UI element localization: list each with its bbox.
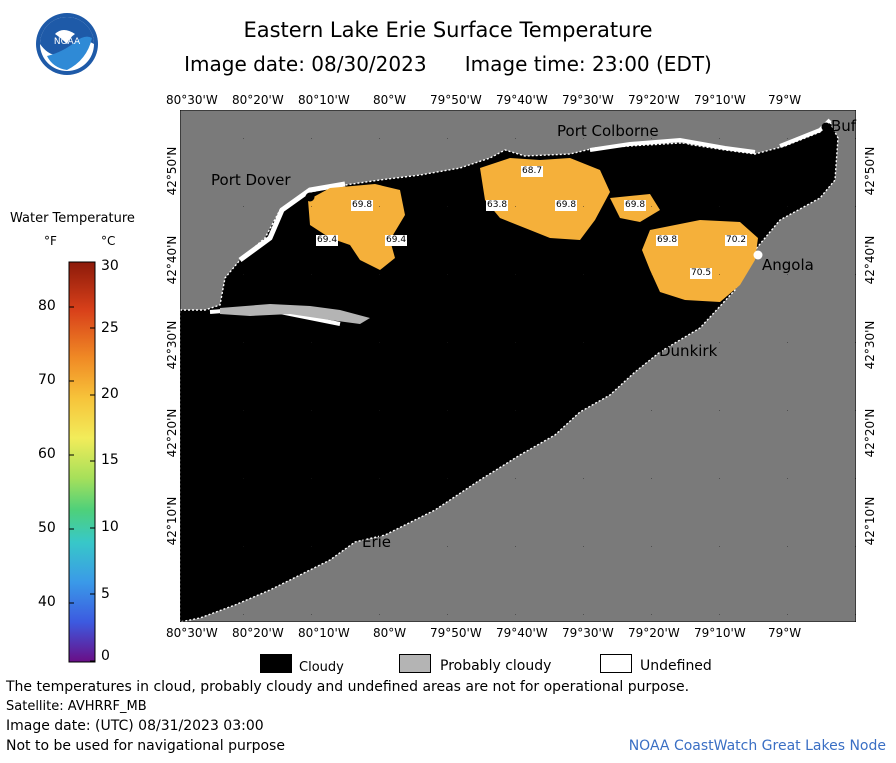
lon-tick-top: 80°30'W <box>166 93 218 107</box>
city-label-dunkirk: Dunkirk <box>659 342 718 360</box>
color-bar <box>68 261 96 663</box>
dunkirk-marker <box>648 337 658 347</box>
legend-c-tick: 15 <box>101 452 119 468</box>
lat-tick-right: 42°10'N <box>863 496 877 546</box>
temp-label: 69.8 <box>656 235 679 246</box>
lon-tick-top: 79°W <box>768 93 802 107</box>
temp-label: 70.2 <box>725 235 748 246</box>
lon-tick-top: 80°20'W <box>232 93 284 107</box>
lon-tick-bottom: 80°30'W <box>166 626 218 640</box>
legend-f-tick: 40 <box>38 594 56 610</box>
lon-tick-bottom: 79°50'W <box>430 626 482 640</box>
lon-tick-top: 79°50'W <box>430 93 482 107</box>
map-title: Eastern Lake Erie Surface Temperature <box>243 18 653 42</box>
legend-f-tick: 80 <box>38 298 56 314</box>
temp-label: 69.8 <box>555 200 578 211</box>
unit-celsius: °C <box>101 234 116 248</box>
city-label-erie: Erie <box>362 533 392 551</box>
disclaimer-text: The temperatures in cloud, probably clou… <box>6 679 690 695</box>
lat-tick-right: 42°40'N <box>863 235 877 285</box>
city-label-port-dover: Port Dover <box>211 171 291 189</box>
temp-label: 63.8 <box>486 200 509 211</box>
noaa-logo-text: NOAA <box>54 37 81 47</box>
temp-label: 69.8 <box>624 200 647 211</box>
city-label-buffalo: Buf <box>831 117 857 135</box>
lon-tick-bottom: 79°20'W <box>628 626 680 640</box>
temp-label: 69.8 <box>351 200 374 211</box>
legend-c-tick: 30 <box>101 258 119 274</box>
lon-tick-top: 79°40'W <box>496 93 548 107</box>
satellite-text: Satellite: AVHRRF_MB <box>6 699 147 714</box>
angola-marker <box>753 250 763 260</box>
key-swatch-undefined <box>600 654 632 673</box>
lat-tick-right: 42°50'N <box>863 146 877 196</box>
key-label-probably-cloudy: Probably cloudy <box>440 658 552 674</box>
map-subtitle: Image date: 08/30/2023 Image time: 23:00… <box>0 52 896 76</box>
legend-c-tick: 10 <box>101 519 119 535</box>
temp-label: 70.5 <box>690 268 713 279</box>
lon-tick-bottom: 79°40'W <box>496 626 548 640</box>
city-label-port-colborne: Port Colborne <box>557 122 659 140</box>
lat-tick-right: 42°20'N <box>863 408 877 458</box>
unit-fahrenheit: °F <box>44 234 57 248</box>
legend-f-tick: 60 <box>38 446 56 462</box>
lat-tick-left: 42°30'N <box>165 320 179 370</box>
legend-f-tick: 70 <box>38 372 56 388</box>
lon-tick-bottom: 79°10'W <box>694 626 746 640</box>
key-swatch-probably-cloudy <box>399 654 431 673</box>
lon-tick-top: 79°30'W <box>562 93 614 107</box>
legend-title: Water Temperature <box>10 211 135 226</box>
temp-label: 69.4 <box>385 235 408 246</box>
lat-tick-left: 42°40'N <box>165 235 179 285</box>
key-label-cloudy: Cloudy <box>299 660 344 675</box>
temp-label: 68.7 <box>521 166 544 177</box>
lat-tick-left: 42°10'N <box>165 496 179 546</box>
key-label-undefined: Undefined <box>640 658 712 674</box>
port-dover-marker <box>305 192 315 202</box>
city-label-angola: Angola <box>762 256 814 274</box>
lat-tick-left: 42°50'N <box>165 146 179 196</box>
erie-marker <box>353 525 363 535</box>
lon-tick-bottom: 80°W <box>373 626 407 640</box>
legend-c-tick: 0 <box>101 648 110 664</box>
utc-date-text: Image date: (UTC) 08/31/2023 03:00 <box>6 718 264 734</box>
legend-c-tick: 25 <box>101 320 119 336</box>
lon-tick-bottom: 79°W <box>768 626 802 640</box>
lon-tick-top: 79°10'W <box>694 93 746 107</box>
temp-label: 69.4 <box>316 235 339 246</box>
key-swatch-cloudy <box>260 654 292 673</box>
image-time: Image time: 23:00 (EDT) <box>464 52 712 76</box>
lon-tick-bottom: 80°20'W <box>232 626 284 640</box>
lon-tick-bottom: 79°30'W <box>562 626 614 640</box>
lon-tick-top: 80°10'W <box>298 93 350 107</box>
lon-tick-bottom: 80°10'W <box>298 626 350 640</box>
lon-tick-top: 80°W <box>373 93 407 107</box>
lat-tick-right: 42°30'N <box>863 320 877 370</box>
navigation-warning: Not to be used for navigational purpose <box>6 738 285 754</box>
port-colborne-marker <box>680 143 690 153</box>
image-date: Image date: 08/30/2023 <box>184 52 427 76</box>
legend-c-tick: 5 <box>101 586 110 602</box>
legend-f-tick: 50 <box>38 520 56 536</box>
lat-tick-left: 42°20'N <box>165 408 179 458</box>
lon-tick-top: 79°20'W <box>628 93 680 107</box>
buffalo-marker <box>821 122 831 132</box>
credit-text: NOAA CoastWatch Great Lakes Node <box>628 738 886 754</box>
legend-c-tick: 20 <box>101 386 119 402</box>
noaa-logo: NOAA <box>36 13 98 75</box>
